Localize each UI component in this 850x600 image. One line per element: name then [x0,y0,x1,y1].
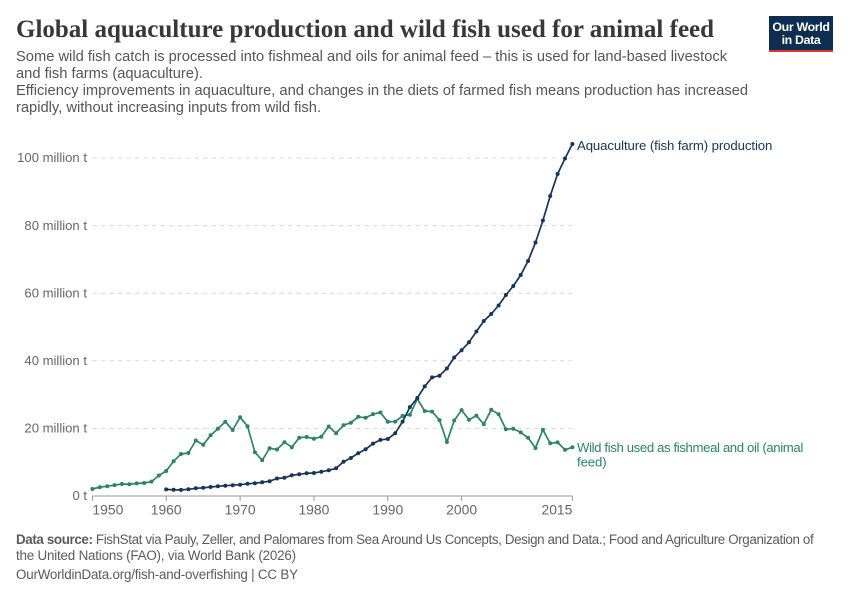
svg-text:1980: 1980 [298,502,329,518]
svg-text:2015: 2015 [541,502,572,518]
svg-text:1970: 1970 [225,502,256,518]
svg-text:40 million t: 40 million t [24,353,87,368]
svg-text:2000: 2000 [446,502,477,518]
svg-text:60 million t: 60 million t [24,285,87,300]
svg-text:1990: 1990 [372,502,403,518]
svg-text:100 million t: 100 million t [17,150,87,165]
svg-text:20 million t: 20 million t [24,421,87,436]
svg-text:feed): feed) [577,454,607,469]
svg-text:0 t: 0 t [72,488,87,503]
svg-text:1950: 1950 [92,502,123,518]
svg-text:80 million t: 80 million t [24,218,87,233]
svg-text:Wild fish used as fishmeal and: Wild fish used as fishmeal and oil (anim… [577,440,803,455]
svg-text:Aquaculture (fish farm) produc: Aquaculture (fish farm) production [577,138,772,153]
svg-text:1960: 1960 [151,502,182,518]
